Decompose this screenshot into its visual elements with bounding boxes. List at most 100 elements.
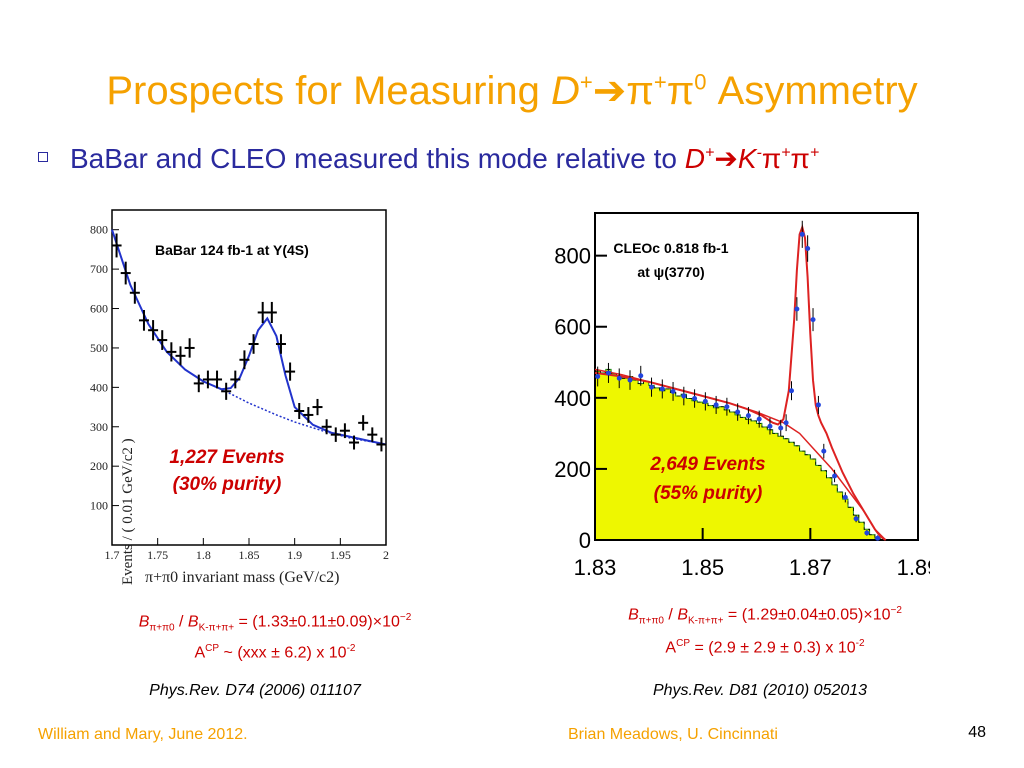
cleo-data-point	[627, 377, 633, 383]
cleo-data-point	[810, 317, 816, 323]
cleo-data-point	[649, 384, 655, 390]
cleo-data-point	[702, 398, 708, 404]
cleo-chart: CLEOc 0.818 fb-1 2,649 Events (55% purit…	[554, 212, 930, 580]
cleo-data-point	[783, 420, 789, 426]
babar-b2: B	[187, 613, 199, 631]
babar-background-fit	[221, 388, 387, 446]
babar-acp-value: ~ (xxx ± 6.2) x 10	[219, 644, 347, 662]
cleo-reference: Phys.Rev. D81 (2010) 052013	[652, 682, 868, 699]
cleo-y-tick-label: 600	[554, 315, 591, 340]
bullet-text: BaBar and CLEO measured this mode relati…	[70, 143, 677, 174]
cleo-data-point	[670, 388, 676, 394]
cleo-data-point	[875, 535, 881, 541]
babar-y-tick-label: 800	[90, 223, 108, 237]
bullet-pi1: π	[761, 143, 782, 174]
cleo-data-point	[832, 473, 838, 479]
cleo-data-point	[616, 375, 622, 381]
babar-annotation-1: 1,227 Events	[169, 447, 284, 468]
cleo-annotation-1: 2,649 Events	[649, 454, 765, 475]
babar-x-tick-label: 1.8	[196, 548, 211, 562]
cleo-data-point	[799, 231, 805, 237]
title-suffix: Asymmetry	[717, 69, 918, 113]
cleo-data-point	[853, 516, 859, 522]
cleo-acp-formula: ACP = (2.9 ± 2.9 ± 0.3) x 10-2	[540, 638, 990, 657]
slide-title: Prospects for Measuring D+➔π+π0 Asymmetr…	[0, 68, 1024, 114]
babar-x-tick-label: 1.75	[147, 548, 168, 562]
cleo-x-tick-label: 1.87	[789, 555, 832, 580]
footer-left: William and Mary, June 2012.	[38, 726, 248, 743]
cleo-data-point	[767, 423, 773, 429]
title-pi2-sup: 0	[694, 69, 707, 95]
babar-b1: B	[138, 613, 150, 631]
bullet-pi1-sup: +	[781, 144, 791, 162]
babar-x-tick-label: 1.85	[239, 548, 260, 562]
cleo-plot-frame	[594, 212, 919, 541]
babar-y-tick-label: 300	[90, 420, 108, 434]
cleo-data-point	[815, 402, 821, 408]
cleo-y-tick-label: 800	[554, 244, 591, 269]
cleo-background-hist-fill	[595, 369, 892, 540]
cleo-title-1: CLEOc 0.818 fb-1	[613, 240, 728, 256]
cleo-data-point	[842, 494, 848, 500]
cleo-y-tick-label: 200	[554, 457, 591, 482]
cleo-data-point	[788, 388, 794, 394]
cleo-y-tick-label: 400	[554, 386, 591, 411]
babar-y-tick-label: 600	[90, 302, 108, 316]
title-arrow-icon: ➔	[592, 69, 627, 113]
babar-sub1: π+π0	[149, 622, 175, 634]
cleo-sep: /	[663, 606, 678, 624]
cleo-x-tick-label: 1.83	[574, 555, 617, 580]
babar-x-tick-label: 1.9	[287, 548, 302, 562]
cleo-data-point	[638, 373, 644, 379]
babar-ratio-exp: −2	[399, 612, 412, 623]
cleo-annotation-2: (55% purity)	[654, 483, 763, 504]
babar-acp-a: A	[194, 644, 206, 662]
babar-y-tick-label: 200	[90, 459, 108, 473]
bullet-d-sup: +	[705, 144, 715, 162]
babar-acp-exp: -2	[346, 643, 356, 654]
cleo-data-point	[724, 404, 730, 410]
babar-title: BaBar 124 fb-1 at Y(4S)	[155, 242, 309, 258]
cleo-sub1: π+π0	[638, 615, 664, 627]
babar-y-tick-label: 100	[90, 499, 108, 513]
title-d-sup: +	[579, 69, 593, 95]
footer-center: Brian Meadows, U. Cincinnati	[568, 726, 778, 743]
babar-ratio-value: = (1.33±0.11±0.09)×10	[234, 613, 400, 631]
bullet-k-sup: -	[756, 144, 762, 162]
cleo-data-point	[778, 425, 784, 431]
cleo-data-point	[659, 386, 665, 392]
babar-y-tick-label: 700	[90, 262, 108, 276]
cleo-x-tick-label: 1.89	[897, 555, 930, 580]
babar-y-label: Events / ( 0.01 GeV/c2 )	[120, 438, 136, 585]
cleo-data-point	[595, 374, 601, 379]
bullet-k: K	[737, 143, 757, 174]
cleo-data-point	[681, 393, 687, 399]
cleo-data-point	[805, 246, 811, 252]
cleo-data-point	[605, 370, 611, 376]
cleo-acp-sup: CP	[676, 638, 690, 649]
bullet-d: D	[684, 143, 705, 174]
cleo-data-point	[735, 409, 741, 415]
babar-acp-formula: ACP ~ (xxx ± 6.2) x 10-2	[55, 643, 495, 662]
title-prefix: Prospects for Measuring	[106, 69, 540, 113]
bullet-pi2: π	[790, 143, 810, 174]
title-d: D	[550, 69, 580, 113]
babar-acp-sup: CP	[205, 643, 220, 654]
babar-x-label: π+π0 invariant mass (GeV/c2)	[145, 569, 339, 586]
babar-sub2: K-π+π+	[198, 622, 235, 634]
cleo-b2: B	[677, 606, 688, 624]
babar-x-tick-label: 2	[383, 548, 389, 562]
babar-title-box	[145, 234, 360, 264]
cleo-data-point	[745, 413, 751, 419]
cleo-acp-value: = (2.9 ± 2.9 ± 0.3) x 10	[690, 639, 856, 657]
babar-y-tick-label: 500	[90, 341, 108, 355]
babar-x-tick-label: 1.7	[105, 548, 120, 562]
bullet-arrow-icon: ➔	[714, 143, 738, 174]
cleo-data-point	[692, 396, 698, 402]
cleo-acp-a: A	[665, 639, 677, 657]
title-pi1-sup: +	[653, 69, 667, 95]
bullet-point: BaBar and CLEO measured this mode relati…	[38, 142, 819, 175]
babar-sep: /	[174, 613, 188, 631]
babar-chart: Events / ( 0.01 GeV/c2 ) π+π0 invariant …	[90, 209, 389, 586]
cleo-data-point	[756, 416, 762, 422]
